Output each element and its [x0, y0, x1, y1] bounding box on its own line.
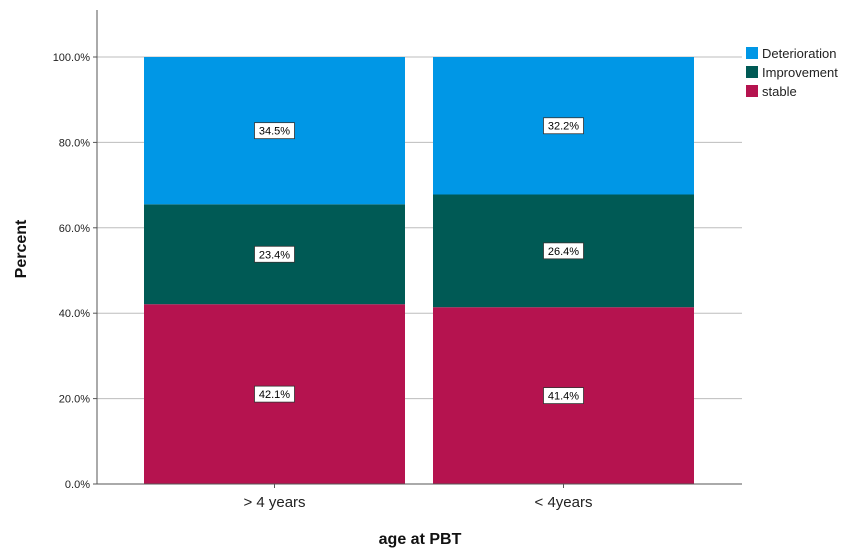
data-label-box	[543, 387, 584, 405]
data-label-box	[543, 117, 584, 135]
y-axis-title: Percent	[13, 219, 30, 278]
legend-swatch-deterioration	[746, 47, 758, 59]
legend: Deterioration Improvement stable	[746, 46, 838, 99]
legend-label-improvement: Improvement	[762, 65, 838, 80]
data-label: 32.2%	[548, 121, 579, 133]
data-label: 34.5%	[259, 126, 290, 138]
legend-label-stable: stable	[762, 84, 797, 99]
x-tick-label: > 4 years	[243, 494, 305, 511]
data-label-box	[254, 385, 295, 403]
bars	[144, 57, 694, 484]
x-tick-label: < 4years	[535, 494, 593, 511]
y-tick-label: 20.0%	[59, 394, 90, 406]
y-tick-label: 100.0%	[53, 52, 91, 64]
y-tick-label: 80.0%	[59, 137, 90, 149]
data-label-box	[254, 122, 295, 140]
data-label: 26.4%	[548, 246, 579, 258]
legend-swatch-improvement	[746, 66, 758, 78]
data-label-box	[543, 242, 584, 260]
data-label: 41.4%	[548, 391, 579, 403]
axes: 0.0% 20.0% 40.0% 60.0% 80.0% 100.0% > 4 years <…	[53, 10, 742, 511]
legend-swatch-stable	[746, 85, 758, 97]
x-axis-title: age at PBT	[379, 531, 462, 548]
y-tick-label: 0.0%	[65, 479, 90, 491]
y-tick-label: 40.0%	[59, 308, 90, 320]
data-label-box	[254, 245, 295, 263]
data-label: 42.1%	[259, 389, 290, 401]
data-labels: 42.1% 23.4% 34.5% 41.4% 26.4% 32.2%	[254, 117, 584, 405]
data-label: 23.4%	[259, 249, 290, 261]
y-tick-label: 60.0%	[59, 223, 90, 235]
legend-label-deterioration: Deterioration	[762, 46, 836, 61]
